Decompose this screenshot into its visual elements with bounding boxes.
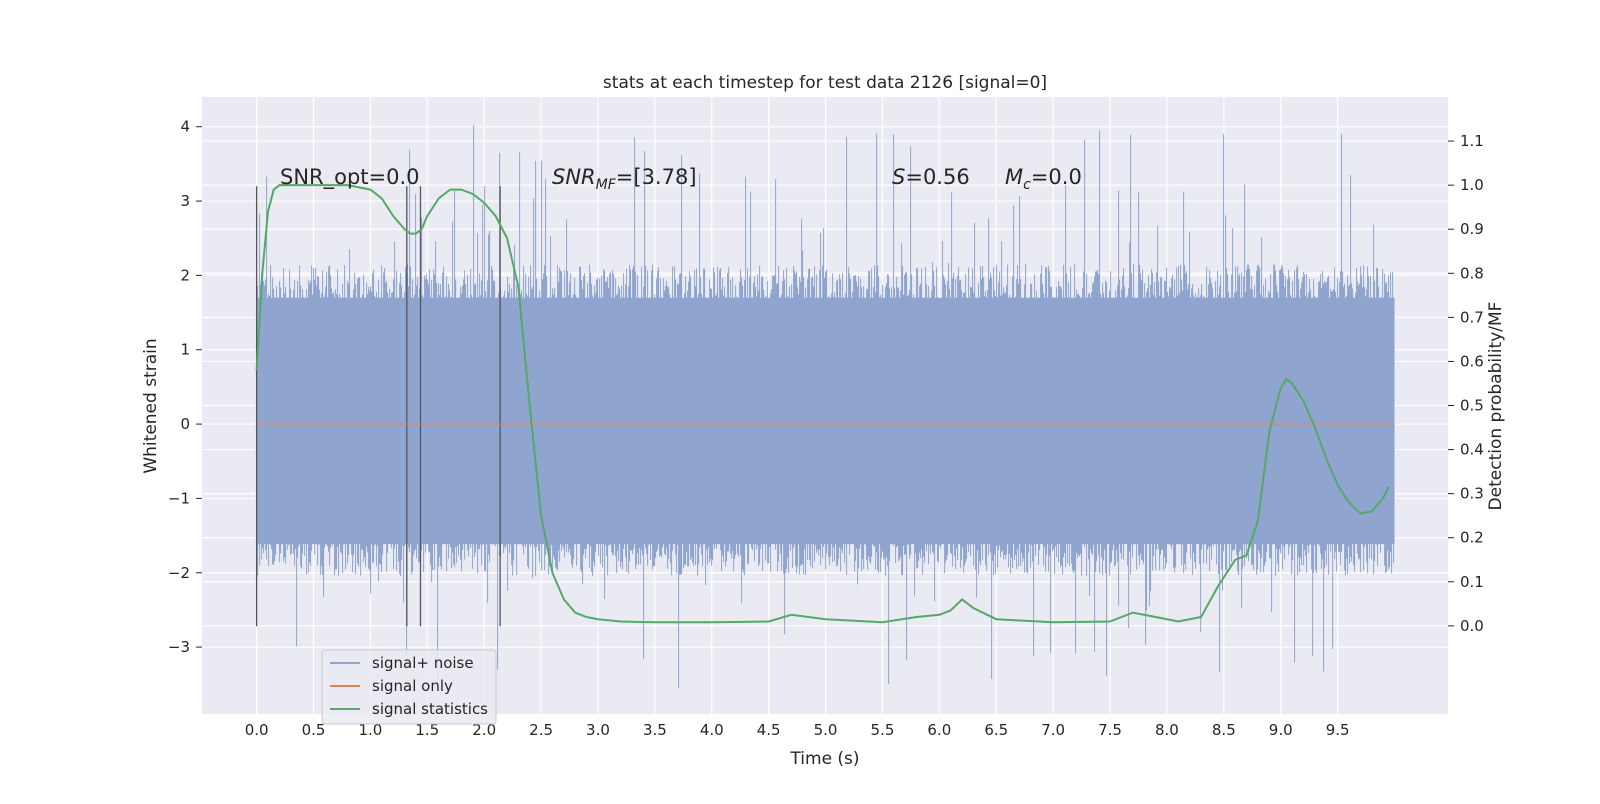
annotation-snr-mf: SNRMF=[3.78] xyxy=(552,165,697,193)
x-tick-label: 5.5 xyxy=(871,721,895,739)
chart-title: stats at each timestep for test data 212… xyxy=(603,73,1047,93)
right-y-tick-label: 1.1 xyxy=(1460,132,1484,150)
right-y-tick-label: 0.0 xyxy=(1460,617,1484,635)
legend: signal+ noise signal only signal statist… xyxy=(321,649,497,725)
y-axis-label: Whitened strain xyxy=(141,338,161,473)
s-value: =0.56 xyxy=(905,165,969,189)
x-tick-label: 6.0 xyxy=(927,721,951,739)
right-y-tick-label: 0.1 xyxy=(1460,573,1484,591)
x-tick-label: 0.0 xyxy=(245,721,269,739)
right-y-tick-label: 0.9 xyxy=(1460,220,1484,238)
right-y-tick-label: 0.7 xyxy=(1460,308,1484,326)
x-tick-label: 2.5 xyxy=(529,721,553,739)
legend-box xyxy=(321,649,497,725)
y-tick-label: 3 xyxy=(180,192,190,210)
x-tick-label: 4.5 xyxy=(757,721,781,739)
x-tick-label: 8.5 xyxy=(1212,721,1236,739)
x-tick-label: 7.5 xyxy=(1098,721,1122,739)
snr-mf-subscript: MF xyxy=(596,177,617,193)
y-tick-label: −3 xyxy=(168,638,190,656)
annotation-mc: Mc=0.0 xyxy=(1005,165,1082,193)
x-tick-label: 8.0 xyxy=(1155,721,1179,739)
legend-label-signal-statistics: signal statistics xyxy=(372,700,488,718)
mc-subscript: c xyxy=(1023,177,1031,193)
x-tick-label: 5.0 xyxy=(814,721,838,739)
legend-label-signal-noise: signal+ noise xyxy=(372,654,474,672)
y-tick-label: −1 xyxy=(168,489,190,507)
snr-mf-symbol: SNR xyxy=(552,165,596,189)
right-y-tick-labels: 0.0 0.1 0.2 0.3 0.4 0.5 0.6 0.7 0.8 0.9 1.0 1.1 xyxy=(1448,132,1484,635)
x-tick-label: 6.5 xyxy=(984,721,1008,739)
signal-statistics-line xyxy=(255,184,1390,624)
x-tick-label: 9.5 xyxy=(1326,721,1350,739)
x-tick-label: 3.5 xyxy=(643,721,667,739)
s-symbol: S xyxy=(892,165,905,189)
annotation-s: S=0.56 xyxy=(892,165,970,189)
y-tick-label: 2 xyxy=(180,266,190,284)
right-y-tick-label: 0.8 xyxy=(1460,264,1484,282)
right-y-tick-label: 0.3 xyxy=(1460,485,1484,503)
mc-symbol: M xyxy=(1005,165,1023,189)
right-y-tick-label: 0.4 xyxy=(1460,441,1484,459)
x-tick-labels: 0.0 0.5 1.0 1.5 2.0 2.5 3.0 3.5 4.0 4.5 5.0 5.5 6.0 6… xyxy=(245,721,1350,739)
x-axis-label: Time (s) xyxy=(789,749,859,769)
right-y-tick-label: 1.0 xyxy=(1460,176,1484,194)
x-tick-label: 2.0 xyxy=(472,721,496,739)
y-tick-label: −2 xyxy=(168,564,190,582)
right-y-axis-label: Detection probability/MF xyxy=(1486,302,1506,511)
y-tick-labels: −3 −2 −1 0 1 2 3 4 xyxy=(168,118,202,656)
y-tick-label: 1 xyxy=(180,341,190,359)
mc-value: =0.0 xyxy=(1031,165,1082,189)
y-tick-label: 4 xyxy=(180,118,190,136)
right-y-tick-label: 0.6 xyxy=(1460,352,1484,370)
vertical-markers xyxy=(255,186,501,627)
x-tick-label: 1.0 xyxy=(358,721,382,739)
x-tick-label: 0.5 xyxy=(302,721,326,739)
x-tick-label: 1.5 xyxy=(415,721,439,739)
x-tick-label: 4.0 xyxy=(700,721,724,739)
snr-mf-value: =[3.78] xyxy=(616,165,697,189)
right-y-tick-label: 0.2 xyxy=(1460,529,1484,547)
annotation-snr-opt: SNR_opt=0.0 xyxy=(280,165,420,190)
right-y-tick-label: 0.5 xyxy=(1460,397,1484,415)
y-tick-label: 0 xyxy=(180,415,190,433)
legend-label-signal-only: signal only xyxy=(372,677,453,695)
x-tick-label: 3.0 xyxy=(586,721,610,739)
signal-noise-series xyxy=(256,125,1395,688)
x-tick-label: 9.0 xyxy=(1269,721,1293,739)
x-tick-label: 7.0 xyxy=(1041,721,1065,739)
